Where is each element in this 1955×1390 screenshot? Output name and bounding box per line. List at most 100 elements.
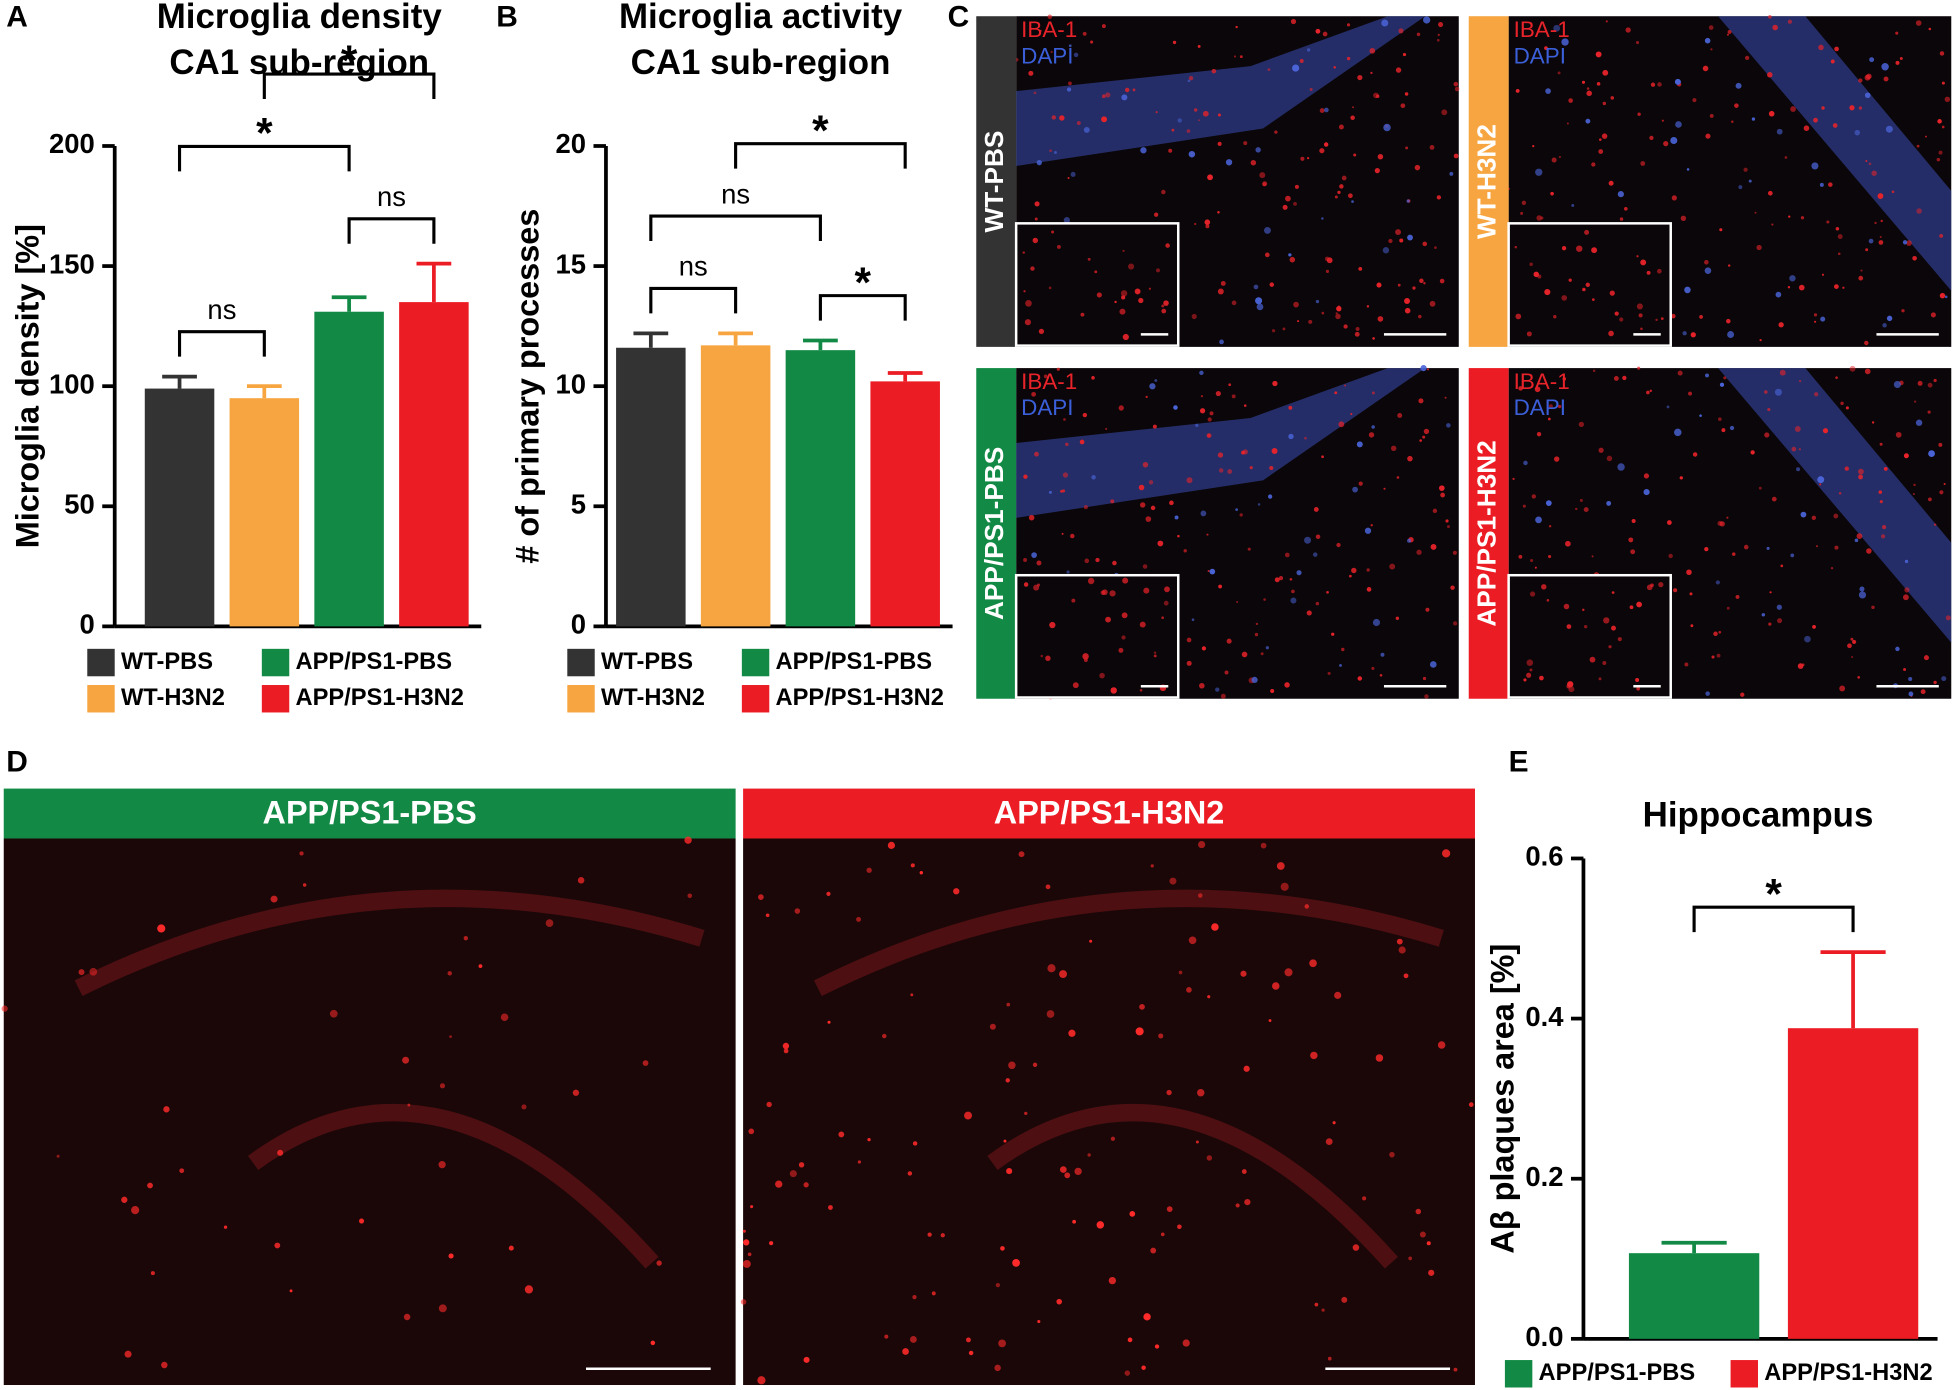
header-bar [743,788,1475,839]
speck [1059,970,1067,978]
speck [1334,195,1338,199]
speck [1048,490,1052,494]
speck [1544,46,1548,51]
speck [1356,441,1363,448]
speck [1396,938,1403,945]
speck [684,836,692,844]
speck [1096,1221,1105,1229]
speck [1649,135,1654,141]
speck [1452,621,1458,626]
speck [867,1138,871,1142]
speck [1220,280,1226,286]
speck [1082,412,1088,418]
speck [1702,65,1709,72]
speck [1090,40,1094,44]
speck [1236,601,1239,604]
speck [1067,176,1070,180]
speck [757,1376,766,1385]
legend-label: WT-H3N2 [601,685,705,711]
speck [1143,1313,1151,1321]
speck [1854,129,1861,136]
speck [1729,425,1735,431]
speck [521,1104,527,1110]
speck [1933,378,1937,383]
speck [1554,456,1560,462]
speck [1858,474,1863,480]
speck [1300,156,1305,161]
y-axis-label: Microglia density [%] [9,224,45,548]
speck [782,1042,790,1050]
speck [1033,238,1036,241]
speck [1534,386,1541,393]
speck [1377,316,1384,322]
speck [1830,566,1834,570]
speck [1224,670,1229,675]
speck [1402,52,1407,57]
speck [1371,391,1375,395]
speck [1207,174,1213,181]
speck [1140,147,1147,154]
speck [1249,466,1253,470]
legend-swatch [567,648,595,677]
speck [1529,262,1533,267]
speck [1244,1198,1251,1206]
speck [1663,141,1669,147]
speck [1206,1155,1213,1161]
speck [1674,428,1682,437]
micrograph-texture [1523,582,1664,693]
speck [1812,625,1816,629]
speck [1297,320,1300,323]
speck [1553,24,1561,32]
speck [966,1337,971,1343]
speck [1655,318,1658,322]
speck [1101,94,1106,99]
speck [1710,48,1713,51]
speck [1595,51,1602,58]
speck [1152,424,1157,429]
speck [1274,577,1280,583]
speck [1858,468,1864,475]
legend-swatch [261,648,290,677]
speck [1186,637,1192,643]
speck [1177,1224,1182,1230]
speck [1540,216,1544,220]
speck [1578,421,1585,428]
error-bar [246,384,282,399]
speck [1046,1010,1055,1018]
speck [1768,622,1772,626]
speck [1262,181,1268,187]
speck [1398,28,1404,34]
speck [270,895,278,903]
group-bar [1468,16,1509,347]
bar [144,388,215,627]
speck [1114,300,1117,304]
speck [1440,492,1446,498]
speck [1643,473,1650,479]
speck [1325,1138,1333,1146]
speck [1036,583,1041,587]
speck [1643,488,1650,496]
speck [1257,503,1261,506]
speck [1426,1241,1431,1246]
speck [927,1232,932,1237]
speck [758,894,764,900]
speck [1561,246,1567,251]
speck [953,888,960,895]
speck [1344,384,1347,387]
speck [1160,1232,1165,1237]
speck [1589,656,1596,663]
speck [1699,315,1703,319]
speck [1849,365,1856,372]
speck [1153,654,1157,658]
speck [1895,31,1899,35]
speck [1727,30,1732,34]
speck [1048,286,1052,290]
speck [1828,182,1833,187]
bar [229,398,300,627]
speck [1904,559,1909,564]
speck [1087,577,1095,585]
speck [1201,646,1207,651]
speck [1668,553,1673,559]
legend-swatch [1730,1360,1759,1388]
